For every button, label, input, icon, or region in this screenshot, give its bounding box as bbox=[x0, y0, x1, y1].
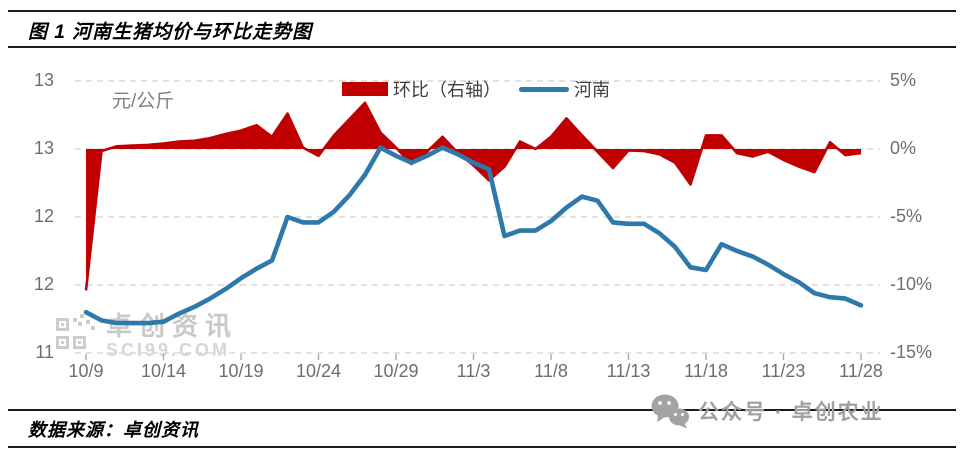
x-axis-tick-label: 11/13 bbox=[606, 361, 651, 381]
top-rule-2 bbox=[8, 46, 956, 48]
henan-line-series bbox=[83, 145, 864, 326]
legend-area-swatch bbox=[342, 82, 388, 96]
left-axis-tick-label: 12 bbox=[33, 274, 54, 294]
bottom-rule-2 bbox=[8, 446, 956, 448]
chart-legend: 环比（右轴） 河南 bbox=[342, 76, 610, 102]
x-axis-tick-label: 10/14 bbox=[140, 361, 187, 381]
x-axis-tick-label: 10/19 bbox=[218, 361, 264, 381]
wechat-icon bbox=[651, 394, 689, 429]
left-axis-tick-label: 13 bbox=[33, 138, 54, 158]
left-axis-tick-label: 11 bbox=[35, 342, 54, 362]
gridlines bbox=[75, 80, 880, 354]
left-axis-tick-label: 12 bbox=[33, 206, 54, 226]
legend-label-huanbi: 环比（右轴） bbox=[393, 80, 501, 100]
right-axis-tick-label: 5% bbox=[890, 70, 917, 90]
x-axis-tick-label: 11/18 bbox=[684, 361, 728, 381]
right-axis-tick-label: 0% bbox=[890, 138, 917, 158]
wechat-watermark-text: 公众号 · 卓创农业 bbox=[698, 401, 884, 424]
x-axis-tick-label: 10/24 bbox=[295, 361, 342, 381]
top-rule-1 bbox=[8, 10, 956, 12]
qr-code-icon bbox=[56, 314, 95, 349]
y-axis-unit-label: 元/公斤 bbox=[112, 91, 175, 112]
legend-line-swatch bbox=[519, 86, 569, 92]
x-axis-ticks bbox=[85, 354, 862, 360]
figure-title: 图 1 河南生猪均价与环比走势图 bbox=[28, 22, 313, 43]
right-axis-tick-label: -5% bbox=[890, 206, 923, 226]
huanbi-area-series bbox=[84, 101, 862, 291]
x-axis-tick-label: 10/29 bbox=[373, 361, 419, 381]
right-axis-tick-label: -15% bbox=[890, 342, 933, 362]
bottom-rule-1 bbox=[8, 409, 956, 411]
x-axis-tick-label: 11/23 bbox=[761, 361, 806, 381]
legend-label-henan: 河南 bbox=[574, 80, 610, 100]
data-source-note: 数据来源：卓创资讯 bbox=[28, 420, 199, 440]
watermark-url: SCI99.COM bbox=[106, 340, 231, 360]
x-axis-tick-label: 11/3 bbox=[456, 361, 491, 381]
left-axis-tick-label: 13 bbox=[33, 70, 54, 90]
right-axis-tick-label: -10% bbox=[890, 274, 933, 294]
x-axis-tick-label: 11/8 bbox=[534, 361, 568, 381]
sci99-watermark: 卓创资讯 SCI99.COM bbox=[56, 312, 238, 360]
wechat-watermark: 公众号 · 卓创农业 bbox=[650, 393, 884, 429]
x-axis-tick-label: 11/28 bbox=[839, 361, 883, 381]
x-axis-tick-label: 10/9 bbox=[68, 361, 104, 381]
